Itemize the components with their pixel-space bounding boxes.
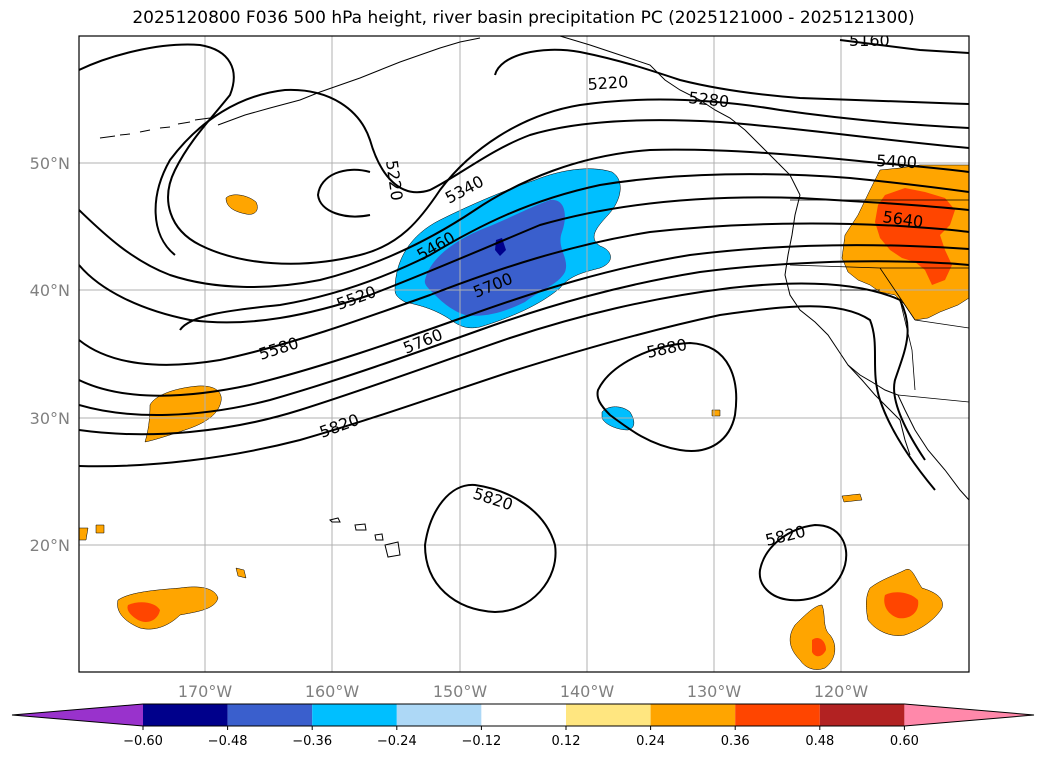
- colorbar-tick-label: −0.60: [123, 734, 163, 749]
- lat-tick-label: 20°N: [30, 536, 70, 555]
- contour-5340: [154, 88, 969, 256]
- lon-tick-label: 160°W: [305, 682, 360, 701]
- lat-tick-label: 50°N: [30, 154, 70, 173]
- colorbar-segment: [396, 704, 482, 726]
- contour-label: 5220: [587, 72, 629, 94]
- contour-5880: [596, 342, 738, 452]
- colorbar-segment: [143, 704, 228, 726]
- contour-label: 5280: [688, 88, 730, 111]
- colorbar-extend-high: [904, 704, 1034, 726]
- lat-tick-labels: 50°N 40°N 30°N 20°N: [30, 154, 70, 555]
- state-borders: [789, 199, 969, 403]
- colorbar-segment: [819, 704, 905, 726]
- lon-tick-label: 130°W: [687, 682, 742, 701]
- colorbar-tick-label: 0.24: [636, 734, 665, 749]
- colorbar-tick-label: −0.36: [292, 734, 332, 749]
- contour-5400: [79, 148, 969, 288]
- alaska-coast: [217, 37, 481, 126]
- contour-5220-low: [317, 168, 371, 218]
- contour-5820-main: [79, 305, 936, 491]
- precip-blob-mexico-2-strong: [812, 638, 826, 657]
- precip-blob-small-5: [95, 524, 105, 534]
- contour-5280: [79, 43, 969, 265]
- graticule: [79, 36, 969, 672]
- colorbar-segment: [481, 704, 566, 726]
- lat-tick-label: 40°N: [30, 281, 70, 300]
- contour-5220-north: [494, 48, 969, 105]
- map-background: [79, 36, 969, 672]
- precip-blob-aleutian: [225, 194, 258, 215]
- colorbar-tick-label: −0.24: [377, 734, 417, 749]
- precip-blob-small-4: [79, 527, 89, 541]
- colorbar-extend-low: [12, 704, 143, 726]
- contour-5580: [79, 222, 969, 366]
- lon-tick-label: 140°W: [560, 682, 615, 701]
- contour-label: 5160: [849, 31, 890, 50]
- precip-blob-small-2: [235, 567, 247, 579]
- colorbar: −0.60 −0.48 −0.36 −0.24 −0.12 0.12 0.24 0.36 0.4…: [11, 703, 1035, 749]
- contour-5820-hawaii: [424, 483, 557, 613]
- lon-tick-labels: 170°W 160°W 150°W 140°W 130°W 120°W: [178, 682, 869, 701]
- colorbar-segment: [566, 704, 651, 726]
- height-contours: [79, 39, 969, 613]
- contour-5640: [79, 244, 969, 397]
- contour-5460: [179, 173, 969, 331]
- contour-5520: [79, 196, 969, 324]
- precip-blob-hawaii-south-strong: [127, 602, 160, 622]
- contour-5760: [79, 282, 926, 461]
- colorbar-tick-label: 0.60: [890, 734, 919, 749]
- hawaii-islands: [329, 517, 401, 558]
- colorbar-segment: [312, 704, 397, 726]
- map-frame: [78, 35, 970, 673]
- chart-title: 2025120800 F036 500 hPa height, river ba…: [132, 8, 915, 28]
- coastlines: [99, 36, 969, 558]
- precip-blob-mexico-1-strong: [884, 592, 919, 619]
- contour-label: 5400: [876, 151, 918, 172]
- colorbar-tick-label: 0.12: [552, 734, 581, 749]
- contour-5700: [79, 260, 969, 416]
- contour-5820-east: [758, 524, 848, 602]
- colorbar-segment: [735, 704, 820, 726]
- map-area: 5160 5220 5280 5220 5340 5400 5460 5520 …: [79, 31, 969, 672]
- aleutian-islands: [99, 117, 211, 139]
- precip-blob-small-1: [841, 493, 863, 503]
- colorbar-tick-label: 0.48: [805, 734, 834, 749]
- precip-blob-west-coast-strong: [875, 188, 955, 285]
- baja-california: [847, 364, 911, 456]
- alaska-coast-east: [559, 36, 801, 196]
- colorbar-tick-label: −0.48: [208, 734, 248, 749]
- lat-tick-label: 30°N: [30, 409, 70, 428]
- lon-tick-label: 150°W: [433, 682, 488, 701]
- colorbar-segment: [227, 704, 313, 726]
- precip-blob-small-3: [711, 409, 721, 417]
- colorbar-tick-label: 0.36: [721, 734, 750, 749]
- contour-5160: [839, 39, 969, 54]
- lon-tick-label: 120°W: [814, 682, 869, 701]
- colorbar-segment: [650, 704, 736, 726]
- colorbar-tick-label: −0.12: [461, 734, 501, 749]
- lon-tick-label: 170°W: [178, 682, 233, 701]
